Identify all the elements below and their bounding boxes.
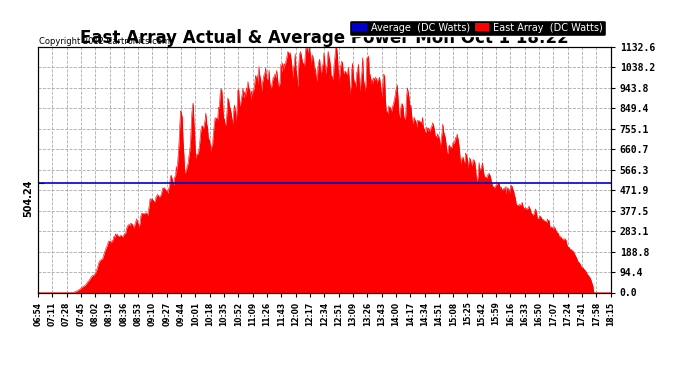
Title: East Array Actual & Average Power Mon Oct 1 18:22: East Array Actual & Average Power Mon Oc… xyxy=(80,29,569,47)
Legend: Average  (DC Watts), East Array  (DC Watts): Average (DC Watts), East Array (DC Watts… xyxy=(349,20,606,36)
Text: Copyright 2012 Cartronics.com: Copyright 2012 Cartronics.com xyxy=(39,37,170,46)
